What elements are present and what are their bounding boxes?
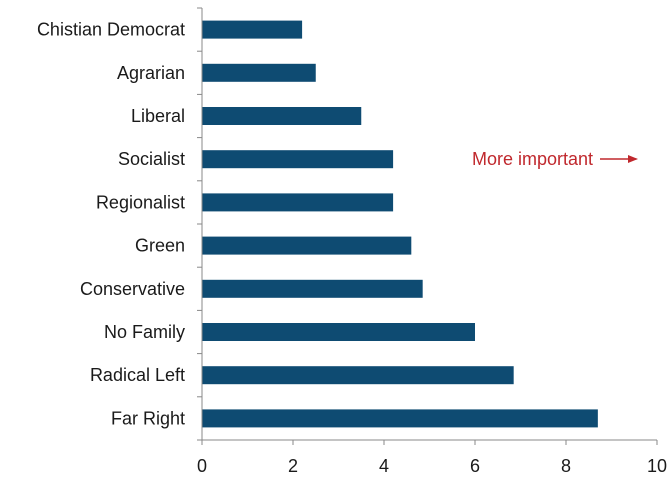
category-label: Radical Left — [90, 365, 185, 385]
x-tick-label: 0 — [197, 456, 207, 476]
x-tick-label: 8 — [561, 456, 571, 476]
x-axis-ticks: 0 2 4 6 8 10 — [197, 440, 667, 476]
category-label: Regionalist — [96, 192, 185, 212]
bar-liberal — [202, 107, 362, 125]
category-label: Socialist — [118, 149, 185, 169]
bar-conservative — [202, 279, 423, 298]
category-label: Conservative — [80, 279, 185, 299]
bar-radical-left — [202, 366, 514, 385]
category-label: No Family — [104, 322, 185, 342]
category-label: Agrarian — [117, 63, 185, 83]
bar-no-family — [202, 323, 475, 341]
bar-far-right — [202, 409, 598, 428]
category-label: Far Right — [111, 408, 185, 428]
annotation-arrow-head — [628, 155, 638, 163]
x-tick-label: 6 — [470, 456, 480, 476]
bar-chistian-democrat — [202, 20, 303, 39]
category-label: Chistian Democrat — [37, 20, 185, 40]
bars-group — [202, 20, 598, 428]
annotation-text: More important — [472, 149, 593, 169]
category-labels: Chistian Democrat Agrarian Liberal Socialis… — [37, 20, 185, 429]
bar-agrarian — [202, 63, 316, 82]
bar-green — [202, 236, 412, 255]
x-tick-label: 4 — [379, 456, 389, 476]
annotation-group: More important — [472, 149, 638, 169]
bar-socialist — [202, 150, 394, 169]
x-tick-label: 10 — [647, 456, 667, 476]
bar-regionalist — [202, 193, 394, 212]
category-label: Green — [135, 236, 185, 256]
y-axis-ticks — [197, 7, 202, 441]
category-label: Liberal — [131, 106, 185, 126]
x-tick-label: 2 — [288, 456, 298, 476]
